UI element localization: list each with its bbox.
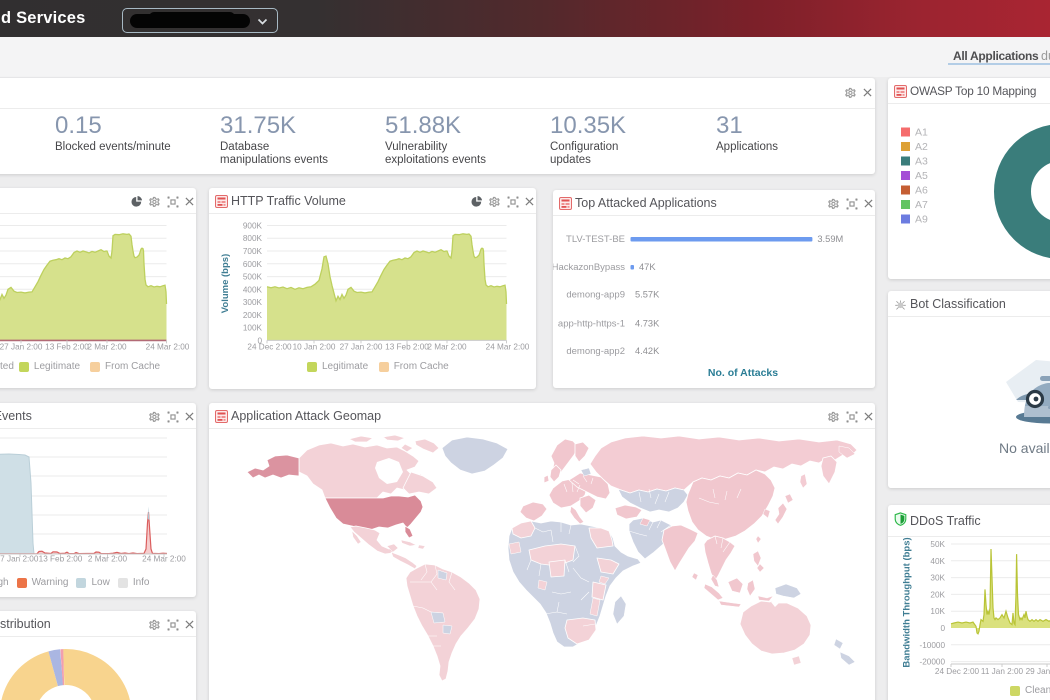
svg-text:50K: 50K <box>930 540 945 549</box>
svg-text:A6: A6 <box>915 185 928 197</box>
svg-text:No. of Attacks: No. of Attacks <box>708 367 778 379</box>
svg-text:2 Mar 2:00: 2 Mar 2:00 <box>87 343 127 352</box>
svg-text:20K: 20K <box>930 590 945 599</box>
svg-text:900K: 900K <box>243 222 263 231</box>
svg-text:700K: 700K <box>243 247 263 256</box>
svg-text:0: 0 <box>940 624 945 633</box>
svg-text:500K: 500K <box>243 273 263 282</box>
svg-text:47K: 47K <box>639 262 656 272</box>
svg-text:-10000: -10000 <box>920 641 946 650</box>
svg-text:40K: 40K <box>930 557 945 566</box>
svg-text:13 Feb 2:00: 13 Feb 2:00 <box>45 343 89 352</box>
svg-text:200K: 200K <box>243 311 263 320</box>
svg-text:A1: A1 <box>915 127 928 139</box>
svg-text:10K: 10K <box>930 607 945 616</box>
svg-text:24 Mar 2:00: 24 Mar 2:00 <box>142 555 186 564</box>
svg-text:A7: A7 <box>915 199 928 211</box>
svg-text:24 Dec 2:00: 24 Dec 2:00 <box>935 667 980 676</box>
svg-text:30K: 30K <box>930 574 945 583</box>
svg-text:4.42K: 4.42K <box>635 346 660 356</box>
svg-text:A3: A3 <box>915 156 928 168</box>
svg-text:5.57K: 5.57K <box>635 290 660 300</box>
svg-text:300K: 300K <box>243 298 263 307</box>
svg-text:4.73K: 4.73K <box>635 319 660 329</box>
svg-text:demong-app2: demong-app2 <box>566 346 625 357</box>
svg-text:800K: 800K <box>243 234 263 243</box>
svg-text:13 Feb 2:00: 13 Feb 2:00 <box>39 555 83 564</box>
svg-text:TLV-TEST-BE: TLV-TEST-BE <box>566 234 625 245</box>
svg-text:A5: A5 <box>915 170 928 182</box>
svg-text:HackazonBypass: HackazonBypass <box>553 262 625 273</box>
svg-text:100K: 100K <box>243 324 263 333</box>
svg-text:400K: 400K <box>243 285 263 294</box>
svg-text:600K: 600K <box>243 260 263 269</box>
svg-text:A9: A9 <box>915 214 928 226</box>
svg-text:app-http-https-1: app-http-https-1 <box>558 319 625 330</box>
svg-text:27 Jan 2:00: 27 Jan 2:00 <box>0 555 39 564</box>
svg-text:29 Jan 2:00: 29 Jan 2:00 <box>1026 667 1050 676</box>
svg-text:27 Jan 2:00: 27 Jan 2:00 <box>0 343 43 352</box>
svg-text:24 Mar 2:00: 24 Mar 2:00 <box>486 343 530 352</box>
svg-text:demong-app9: demong-app9 <box>566 290 625 301</box>
svg-text:10 Jan 2:00: 10 Jan 2:00 <box>293 343 336 352</box>
svg-text:0: 0 <box>257 336 262 345</box>
svg-text:11 Jan 2:00: 11 Jan 2:00 <box>981 667 1024 676</box>
svg-text:A2: A2 <box>915 141 928 153</box>
svg-text:2 Mar 2:00: 2 Mar 2:00 <box>88 555 128 564</box>
svg-text:3.59M: 3.59M <box>817 234 843 244</box>
svg-text:24 Dec 2:00: 24 Dec 2:00 <box>247 343 292 352</box>
svg-text:2 Mar 2:00: 2 Mar 2:00 <box>427 343 467 352</box>
svg-text:13 Feb 2:00: 13 Feb 2:00 <box>385 343 429 352</box>
svg-text:27 Jan 2:00: 27 Jan 2:00 <box>340 343 383 352</box>
svg-text:24 Mar 2:00: 24 Mar 2:00 <box>146 343 190 352</box>
svg-text:-20000: -20000 <box>920 658 946 667</box>
